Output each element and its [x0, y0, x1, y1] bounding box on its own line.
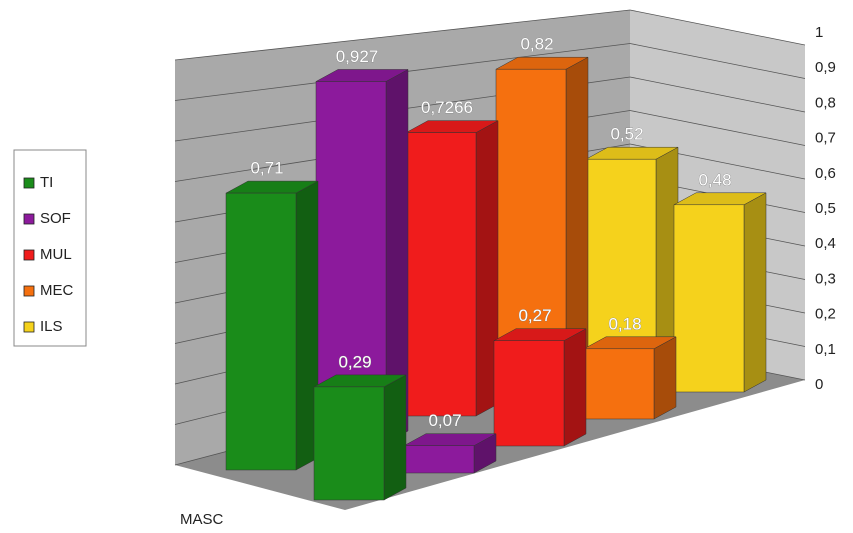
value-label: 0,71	[250, 159, 283, 178]
value-label: 0,29	[338, 352, 371, 371]
bar-side	[563, 328, 587, 447]
legend-swatch	[23, 213, 35, 225]
bar	[583, 348, 655, 420]
bar-side	[653, 336, 677, 420]
bar-side	[743, 192, 767, 393]
legend-label: MUL	[40, 246, 72, 263]
y-tick-label: 0,2	[815, 306, 836, 323]
value-label: 0,927	[336, 47, 379, 66]
bar	[225, 192, 297, 471]
y-tick-label: 0	[815, 376, 823, 393]
legend-label: TI	[40, 174, 53, 191]
value-label: 0,52	[610, 125, 643, 144]
y-tick-label: 1	[815, 24, 823, 41]
value-label: 0,27	[518, 306, 551, 325]
y-tick-label: 0,7	[815, 130, 836, 147]
y-tick-label: 0,4	[815, 235, 836, 252]
bar	[403, 445, 475, 474]
bar	[493, 340, 565, 447]
y-tick-label: 0,1	[815, 341, 836, 358]
legend-label: MEC	[40, 282, 74, 299]
y-tick-label: 0,5	[815, 200, 836, 217]
value-label: 0,07	[428, 411, 461, 430]
y-tick-label: 0,6	[815, 165, 836, 182]
legend-swatch	[23, 177, 35, 189]
y-tick-label: 0,9	[815, 59, 836, 76]
bar	[405, 132, 477, 417]
value-label: 0,82	[520, 35, 553, 54]
grid-line	[174, 9, 806, 61]
bar	[313, 386, 385, 501]
value-label: 0,48	[698, 170, 731, 189]
x-tick-label: MASC	[180, 511, 224, 528]
legend-swatch	[23, 321, 35, 333]
value-label: 0,18	[608, 314, 641, 333]
value-label: 0,7266	[421, 98, 473, 117]
legend-label: SOF	[40, 210, 71, 227]
legend-label: ILS	[40, 318, 63, 335]
y-tick-label: 0,8	[815, 94, 836, 111]
legend-swatch	[23, 249, 35, 261]
legend-swatch	[23, 285, 35, 297]
bar	[673, 204, 745, 393]
bar-side	[383, 374, 407, 501]
bar	[585, 158, 657, 363]
y-tick-label: 0,3	[815, 270, 836, 287]
